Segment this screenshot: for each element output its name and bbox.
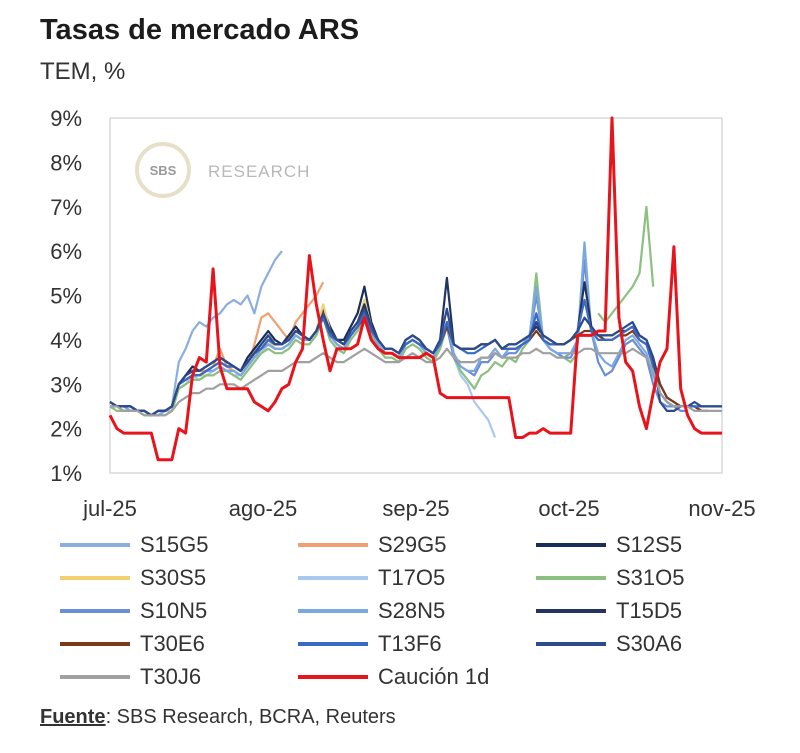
- legend-label: T13F6: [378, 631, 442, 656]
- legend-item: S15G5: [60, 532, 209, 558]
- chart-area: SBS RESEARCH 1% 2% 3% 4% 5% 6% 7% 8% 9% jul-25 ag…: [50, 106, 756, 521]
- source-text: : SBS Research, BCRA, Reuters: [105, 706, 396, 728]
- legend-label: S30A6: [616, 631, 683, 656]
- watermark-text: RESEARCH: [208, 162, 310, 181]
- chart-subtitle: TEM, %: [40, 58, 126, 85]
- legend-item: Caución 1d: [298, 664, 489, 690]
- y-tick-label: 3%: [50, 372, 82, 397]
- y-tick-label: 2%: [50, 417, 82, 442]
- x-tick-label: nov-25: [688, 496, 755, 521]
- legend-swatch: [298, 576, 368, 580]
- legend-swatch: [536, 576, 606, 580]
- x-tick-label: oct-25: [538, 496, 599, 521]
- legend-label: T30E6: [140, 631, 205, 656]
- legend-label: T17O5: [378, 565, 446, 590]
- y-tick-label: 5%: [50, 284, 82, 309]
- legend-swatch: [536, 609, 606, 613]
- watermark: SBS RESEARCH: [135, 142, 310, 198]
- legend-swatch: [536, 642, 606, 646]
- legend-label: S12S5: [616, 532, 683, 557]
- series-line-t30j6: [110, 347, 722, 417]
- legend-item: S30S5: [60, 565, 206, 591]
- legend-label: S15G5: [140, 532, 209, 557]
- watermark-logo-text: SBS: [150, 163, 177, 178]
- legend-label: S30S5: [140, 565, 207, 590]
- legend-swatch: [60, 675, 130, 679]
- watermark-logo-ring: [135, 142, 191, 198]
- y-tick-label: 9%: [50, 106, 82, 131]
- legend-swatch: [298, 609, 368, 613]
- series-lines: [108, 116, 722, 462]
- y-tick-label: 8%: [50, 150, 82, 175]
- legend-item: T30E6: [60, 631, 205, 657]
- legend-item: S31O5: [536, 565, 685, 591]
- legend-label: T30J6: [140, 664, 202, 689]
- legend-swatch: [298, 642, 368, 646]
- legend-swatch: [60, 642, 130, 646]
- legend-item: S10N5: [60, 598, 207, 624]
- legend-item: S28N5: [298, 598, 445, 624]
- y-tick-label: 6%: [50, 239, 82, 264]
- x-tick-label: ago-25: [229, 496, 298, 521]
- legend-swatch: [60, 576, 130, 580]
- x-axis: jul-25 ago-25 sep-25 oct-25 nov-25: [82, 496, 756, 521]
- source-label: Fuente: [40, 706, 106, 728]
- y-axis: 1% 2% 3% 4% 5% 6% 7% 8% 9%: [50, 106, 82, 486]
- y-tick-label: 4%: [50, 328, 82, 353]
- legend-swatch: [60, 609, 130, 613]
- plot-frame: [109, 117, 723, 474]
- legend-item: T13F6: [298, 631, 442, 657]
- legend-label: Caución 1d: [378, 664, 490, 689]
- legend-label: S28N5: [378, 598, 446, 623]
- source-note: Fuente: SBS Research, BCRA, Reuters: [40, 706, 396, 729]
- y-tick-label: 1%: [50, 461, 82, 486]
- legend-item: T30J6: [60, 664, 201, 690]
- legend-swatch: [536, 543, 606, 547]
- legend-swatch: [60, 543, 130, 547]
- legend-label: T15D5: [616, 598, 683, 623]
- legend-label: S31O5: [616, 565, 685, 590]
- legend-item: S12S5: [536, 532, 682, 558]
- legend-item: T17O5: [298, 565, 445, 591]
- legend-label: S10N5: [140, 598, 208, 623]
- series-line-s31o5: [109, 205, 655, 417]
- legend-item: S29G5: [298, 532, 447, 558]
- series-line-cauci-n-1d: [108, 116, 722, 462]
- legend-item: T15D5: [536, 598, 682, 624]
- y-tick-label: 7%: [50, 195, 82, 220]
- legend-swatch: [298, 543, 368, 547]
- legend-label: S29G5: [378, 532, 447, 557]
- chart-title: Tasas de mercado ARS: [40, 14, 360, 46]
- x-tick-label: jul-25: [82, 496, 137, 521]
- x-tick-label: sep-25: [382, 496, 449, 521]
- legend-item: S30A6: [536, 631, 682, 657]
- legend-swatch: [298, 675, 368, 679]
